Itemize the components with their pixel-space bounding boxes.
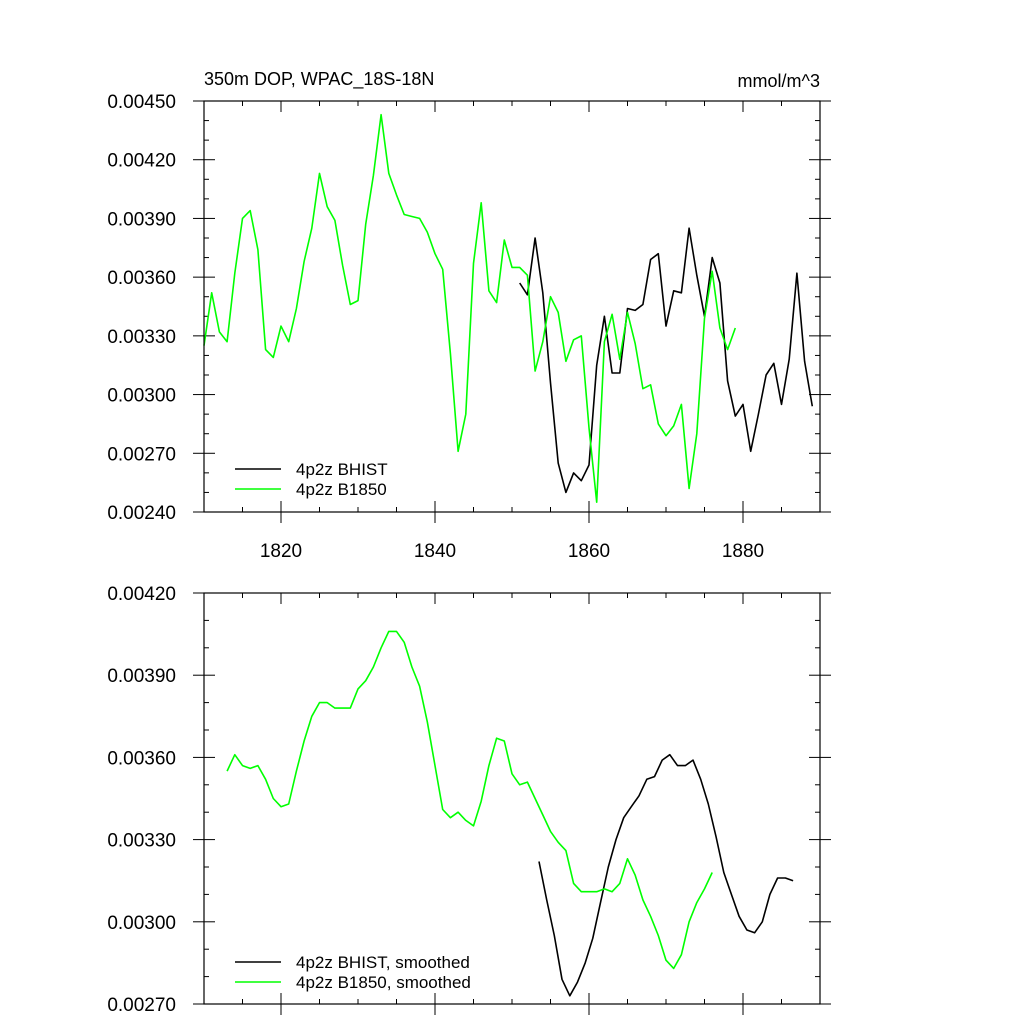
top-panel-y-tick-labels: 0.00240 0.00270 0.00300 0.00330 0.00360 0.003… — [107, 92, 176, 524]
y-tick-label: 0.00330 — [107, 327, 176, 348]
y-tick-label: 0.00390 — [107, 209, 176, 230]
x-tick-label: 1880 — [722, 541, 764, 562]
x-tick-label: 1860 — [568, 541, 610, 562]
series-line-1 — [226, 630, 713, 970]
top-panel-series — [203, 113, 814, 504]
bottom-panel-series — [226, 630, 794, 997]
series-line-1 — [203, 113, 737, 504]
top-panel-plot-frame — [203, 100, 821, 513]
top-panel-ticks — [193, 100, 831, 523]
y-tick-label: 0.00300 — [107, 386, 176, 407]
y-tick-label: 0.00240 — [107, 503, 176, 524]
legend-label-0: 4p2z BHIST, smoothed — [296, 953, 470, 972]
y-tick-label: 0.00270 — [107, 995, 176, 1016]
y-tick-label: 0.00270 — [107, 444, 176, 465]
y-tick-label: 0.00420 — [107, 151, 176, 172]
y-tick-label: 0.00360 — [107, 268, 176, 289]
y-tick-label: 0.00360 — [107, 748, 176, 769]
legend-label-1: 4p2z B1850 — [296, 480, 387, 499]
y-tick-label: 0.00330 — [107, 831, 176, 852]
top-panel: 350m DOP, WPAC_18S-18N mmol/m^3 1820 1840… — [107, 69, 831, 562]
x-tick-label: 1820 — [260, 541, 302, 562]
y-tick-label: 0.00420 — [107, 584, 176, 605]
x-tick-label: 1840 — [414, 541, 456, 562]
bottom-panel: 0.00270 0.00300 0.00330 0.00360 0.00390 0.004… — [107, 584, 831, 1016]
top-panel-units: mmol/m^3 — [738, 71, 820, 91]
legend-label-1: 4p2z B1850, smoothed — [296, 973, 471, 992]
y-tick-label: 0.00300 — [107, 913, 176, 934]
bottom-panel-plot-frame — [203, 592, 821, 1005]
bottom-panel-y-tick-labels: 0.00270 0.00300 0.00330 0.00360 0.00390 0.004… — [107, 584, 176, 1016]
y-tick-label: 0.00450 — [107, 92, 176, 113]
legend-label-0: 4p2z BHIST — [296, 460, 388, 479]
y-tick-label: 0.00390 — [107, 666, 176, 687]
series-line-0 — [538, 753, 794, 997]
series-line-0 — [519, 227, 814, 494]
top-panel-x-tick-labels: 1820 1840 1860 1880 — [260, 541, 764, 562]
top-panel-title: 350m DOP, WPAC_18S-18N — [204, 69, 434, 90]
